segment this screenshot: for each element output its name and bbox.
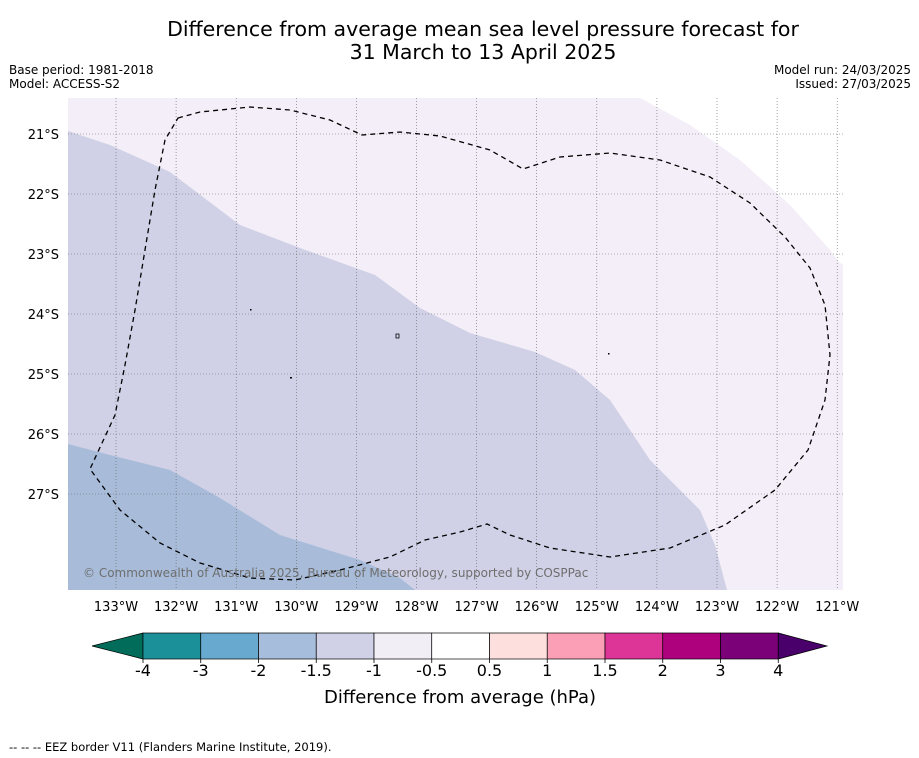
colorbar-segment	[373, 632, 433, 660]
meta-right: Model run: 24/03/2025 Issued: 27/03/2025	[774, 63, 911, 91]
colorbar-segment	[546, 632, 606, 660]
lat-tick-label: 23°S	[28, 248, 59, 263]
colorbar-tick-label: -2	[251, 661, 267, 680]
colorbar: -4 -3 -2 -1.5 -1 -0.5 0.5 1 1.5 2 3 4	[91, 632, 829, 680]
lat-tick-label: 26°S	[28, 428, 59, 443]
lon-tick-label: 132°W	[154, 600, 198, 615]
longitude-labels: 133°W 132°W 131°W 130°W 129°W 128°W 127°W 126°W…	[94, 600, 860, 615]
lon-tick-label: 121°W	[815, 600, 859, 615]
colorbar-tick-label: 2	[658, 661, 668, 680]
colorbar-label: Difference from average (hPa)	[324, 687, 596, 708]
colorbar-tick-label: 1.5	[592, 661, 617, 680]
colorbar-tick-label: 1	[542, 661, 552, 680]
issued-date: Issued: 27/03/2025	[795, 77, 911, 91]
map-area: © Commonwealth of Australia 2025, Bureau…	[68, 98, 843, 590]
colorbar-high-extend	[777, 632, 829, 660]
latitude-labels: 21°S 22°S 23°S 24°S 25°S 26°S 27°S	[28, 128, 59, 503]
title-line-1: Difference from average mean sea level p…	[167, 17, 799, 41]
lon-tick-label: 133°W	[94, 600, 138, 615]
lon-tick-label: 125°W	[575, 600, 619, 615]
lon-tick-label: 122°W	[755, 600, 799, 615]
colorbar-segment	[431, 632, 490, 660]
colorbar-tick-label: -1.5	[301, 661, 332, 680]
colorbar-segment	[604, 632, 664, 660]
copyright-text: © Commonwealth of Australia 2025, Bureau…	[83, 566, 588, 580]
lat-tick-label: 27°S	[28, 488, 59, 503]
band-minus-1-5-to-minus-1	[68, 131, 727, 590]
island-marker	[395, 333, 400, 339]
lat-tick-label: 24°S	[28, 308, 59, 323]
island-marker	[250, 309, 252, 311]
colorbar-segment	[142, 632, 202, 660]
island-marker	[608, 353, 610, 355]
colorbar-segment	[662, 632, 721, 660]
title-line-2: 31 March to 13 April 2025	[349, 40, 617, 64]
colorbar-tick-label: -4	[135, 661, 151, 680]
model-name: Model: ACCESS-S2	[9, 77, 121, 91]
lon-tick-label: 131°W	[214, 600, 258, 615]
lon-tick-label: 129°W	[334, 600, 378, 615]
pressure-map: © Commonwealth of Australia 2025, Bureau…	[28, 98, 860, 708]
outer-edge-white	[640, 98, 843, 268]
chart-title: Difference from average mean sea level p…	[0, 18, 919, 64]
colorbar-segment	[489, 632, 548, 660]
colorbar-tick-label: -3	[193, 661, 209, 680]
colorbar-tick-label: 0.5	[477, 661, 502, 680]
lon-tick-label: 124°W	[635, 600, 679, 615]
eez-footer-note: -- -- -- EEZ border V11 (Flanders Marine…	[9, 740, 332, 754]
colorbar-segment	[315, 632, 375, 660]
lon-tick-label: 127°W	[455, 600, 499, 615]
colorbar-segment	[720, 632, 779, 660]
colorbar-tick-label: 4	[773, 661, 783, 680]
island-marker	[290, 377, 292, 379]
lat-tick-label: 25°S	[28, 368, 59, 383]
colorbar-tick-label: -1	[366, 661, 382, 680]
band-minus-2-to-minus-1-5	[68, 444, 415, 590]
colorbar-segment	[200, 632, 259, 660]
base-period: Base period: 1981-2018	[9, 63, 154, 77]
lon-tick-label: 130°W	[274, 600, 318, 615]
model-run: Model run: 24/03/2025	[773, 63, 911, 77]
lon-tick-label: 123°W	[695, 600, 739, 615]
colorbar-segment	[258, 632, 317, 660]
gridlines	[68, 98, 843, 590]
meta-left: Base period: 1981-2018 Model: ACCESS-S2	[9, 63, 154, 91]
lon-tick-label: 126°W	[515, 600, 559, 615]
lat-tick-label: 21°S	[28, 128, 59, 143]
lat-tick-label: 22°S	[28, 188, 59, 203]
colorbar-tick-label: -0.5	[416, 661, 447, 680]
colorbar-low-extend	[91, 632, 144, 660]
lon-tick-label: 128°W	[394, 600, 438, 615]
colorbar-tick-label: 3	[715, 661, 725, 680]
